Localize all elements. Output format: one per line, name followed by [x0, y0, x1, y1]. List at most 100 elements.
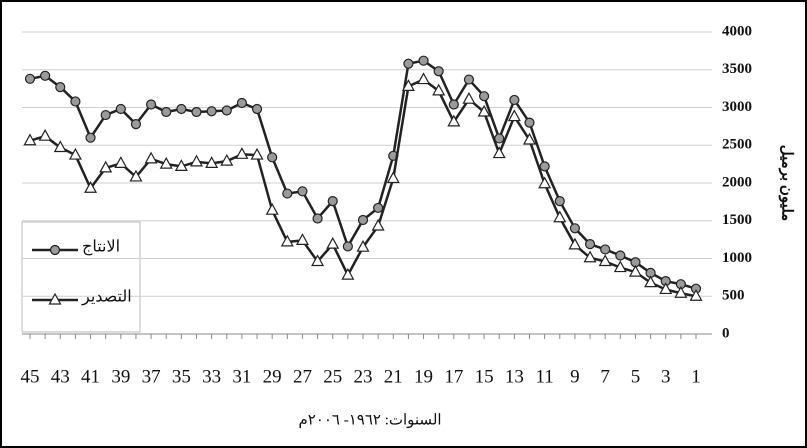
marker [477, 104, 491, 117]
marker [251, 103, 263, 115]
marker [53, 140, 67, 153]
marker [478, 91, 490, 102]
marker [371, 218, 385, 231]
marker [189, 154, 204, 167]
marker [205, 156, 219, 168]
marker [689, 289, 703, 301]
marker [40, 70, 51, 81]
marker [356, 239, 370, 252]
marker [448, 99, 459, 110]
x-tick-label: 21 [384, 366, 403, 387]
marker [401, 79, 415, 91]
y-tick-label: 0 [722, 325, 730, 341]
x-tick-label: 39 [111, 366, 130, 387]
y-tick-label: 2000 [722, 174, 752, 190]
marker [297, 186, 308, 197]
x-tick-label: 5 [631, 366, 641, 387]
marker [386, 171, 400, 184]
marker [191, 106, 202, 118]
marker [492, 146, 506, 159]
x-tick-label: 3 [661, 366, 671, 387]
marker [24, 73, 36, 84]
marker [538, 176, 552, 189]
marker [327, 196, 338, 207]
y-tick-label: 2500 [722, 137, 752, 153]
x-tick-label: 25 [323, 366, 342, 387]
marker [311, 254, 325, 267]
marker [644, 275, 658, 288]
marker [628, 264, 642, 277]
y-tick-label: 3000 [722, 99, 752, 115]
x-tick-label: 11 [535, 366, 553, 387]
marker [99, 160, 113, 173]
x-tick-label: 31 [232, 366, 251, 387]
x-tick-label: 45 [21, 366, 40, 387]
marker [524, 117, 535, 128]
y-tick-label: 4000 [722, 23, 752, 39]
marker [267, 152, 278, 163]
marker [174, 159, 188, 171]
marker [161, 106, 172, 118]
x-tick-label: 17 [444, 366, 463, 387]
marker [507, 109, 521, 122]
marker [598, 254, 612, 267]
marker [38, 128, 52, 141]
marker [432, 83, 446, 96]
marker [341, 267, 355, 280]
marker [342, 241, 353, 252]
x-tick-label: 35 [172, 366, 191, 387]
marker [114, 156, 128, 168]
marker [326, 236, 340, 249]
marker [583, 250, 597, 263]
marker [553, 210, 567, 223]
marker [206, 106, 217, 117]
marker [159, 156, 173, 169]
x-tick-label: 33 [202, 366, 221, 387]
marker [265, 202, 279, 215]
x-tick-label: 41 [81, 366, 100, 387]
x-tick-label: 37 [142, 366, 161, 387]
marker [48, 292, 62, 305]
x-tick-label: 43 [51, 366, 70, 387]
marker [235, 147, 249, 159]
marker [295, 233, 309, 245]
marker [68, 147, 82, 160]
marker [145, 99, 157, 110]
marker [674, 285, 688, 298]
marker [130, 119, 142, 130]
legend-box [21, 221, 141, 333]
x-tick-label: 13 [505, 366, 524, 387]
marker [23, 133, 37, 146]
x-tick-label: 15 [475, 366, 494, 387]
marker [568, 237, 582, 250]
marker [569, 223, 581, 234]
x-tick-label: 9 [570, 366, 580, 387]
marker [539, 161, 550, 172]
marker [554, 196, 565, 207]
marker [433, 66, 444, 77]
marker [418, 55, 429, 66]
marker [312, 213, 323, 224]
x-tick-label: 1 [691, 366, 701, 387]
marker [659, 282, 673, 295]
x-tick-label: 27 [293, 366, 312, 387]
marker [144, 151, 158, 164]
marker [221, 105, 232, 116]
marker [613, 260, 627, 273]
marker [115, 103, 126, 115]
marker [280, 234, 294, 247]
y-tick-label: 1000 [722, 250, 752, 266]
y-tick-label: 1500 [722, 212, 752, 228]
marker [600, 244, 611, 255]
marker [615, 250, 626, 261]
marker [85, 132, 96, 143]
marker [357, 214, 369, 226]
y-axis-label: مليون برميل [779, 145, 795, 221]
marker [522, 132, 537, 145]
x-tick-label: 29 [263, 366, 282, 387]
y-tick-label: 3500 [722, 61, 752, 77]
marker [220, 153, 234, 166]
marker [584, 239, 596, 250]
marker [509, 94, 520, 106]
marker [447, 114, 461, 127]
